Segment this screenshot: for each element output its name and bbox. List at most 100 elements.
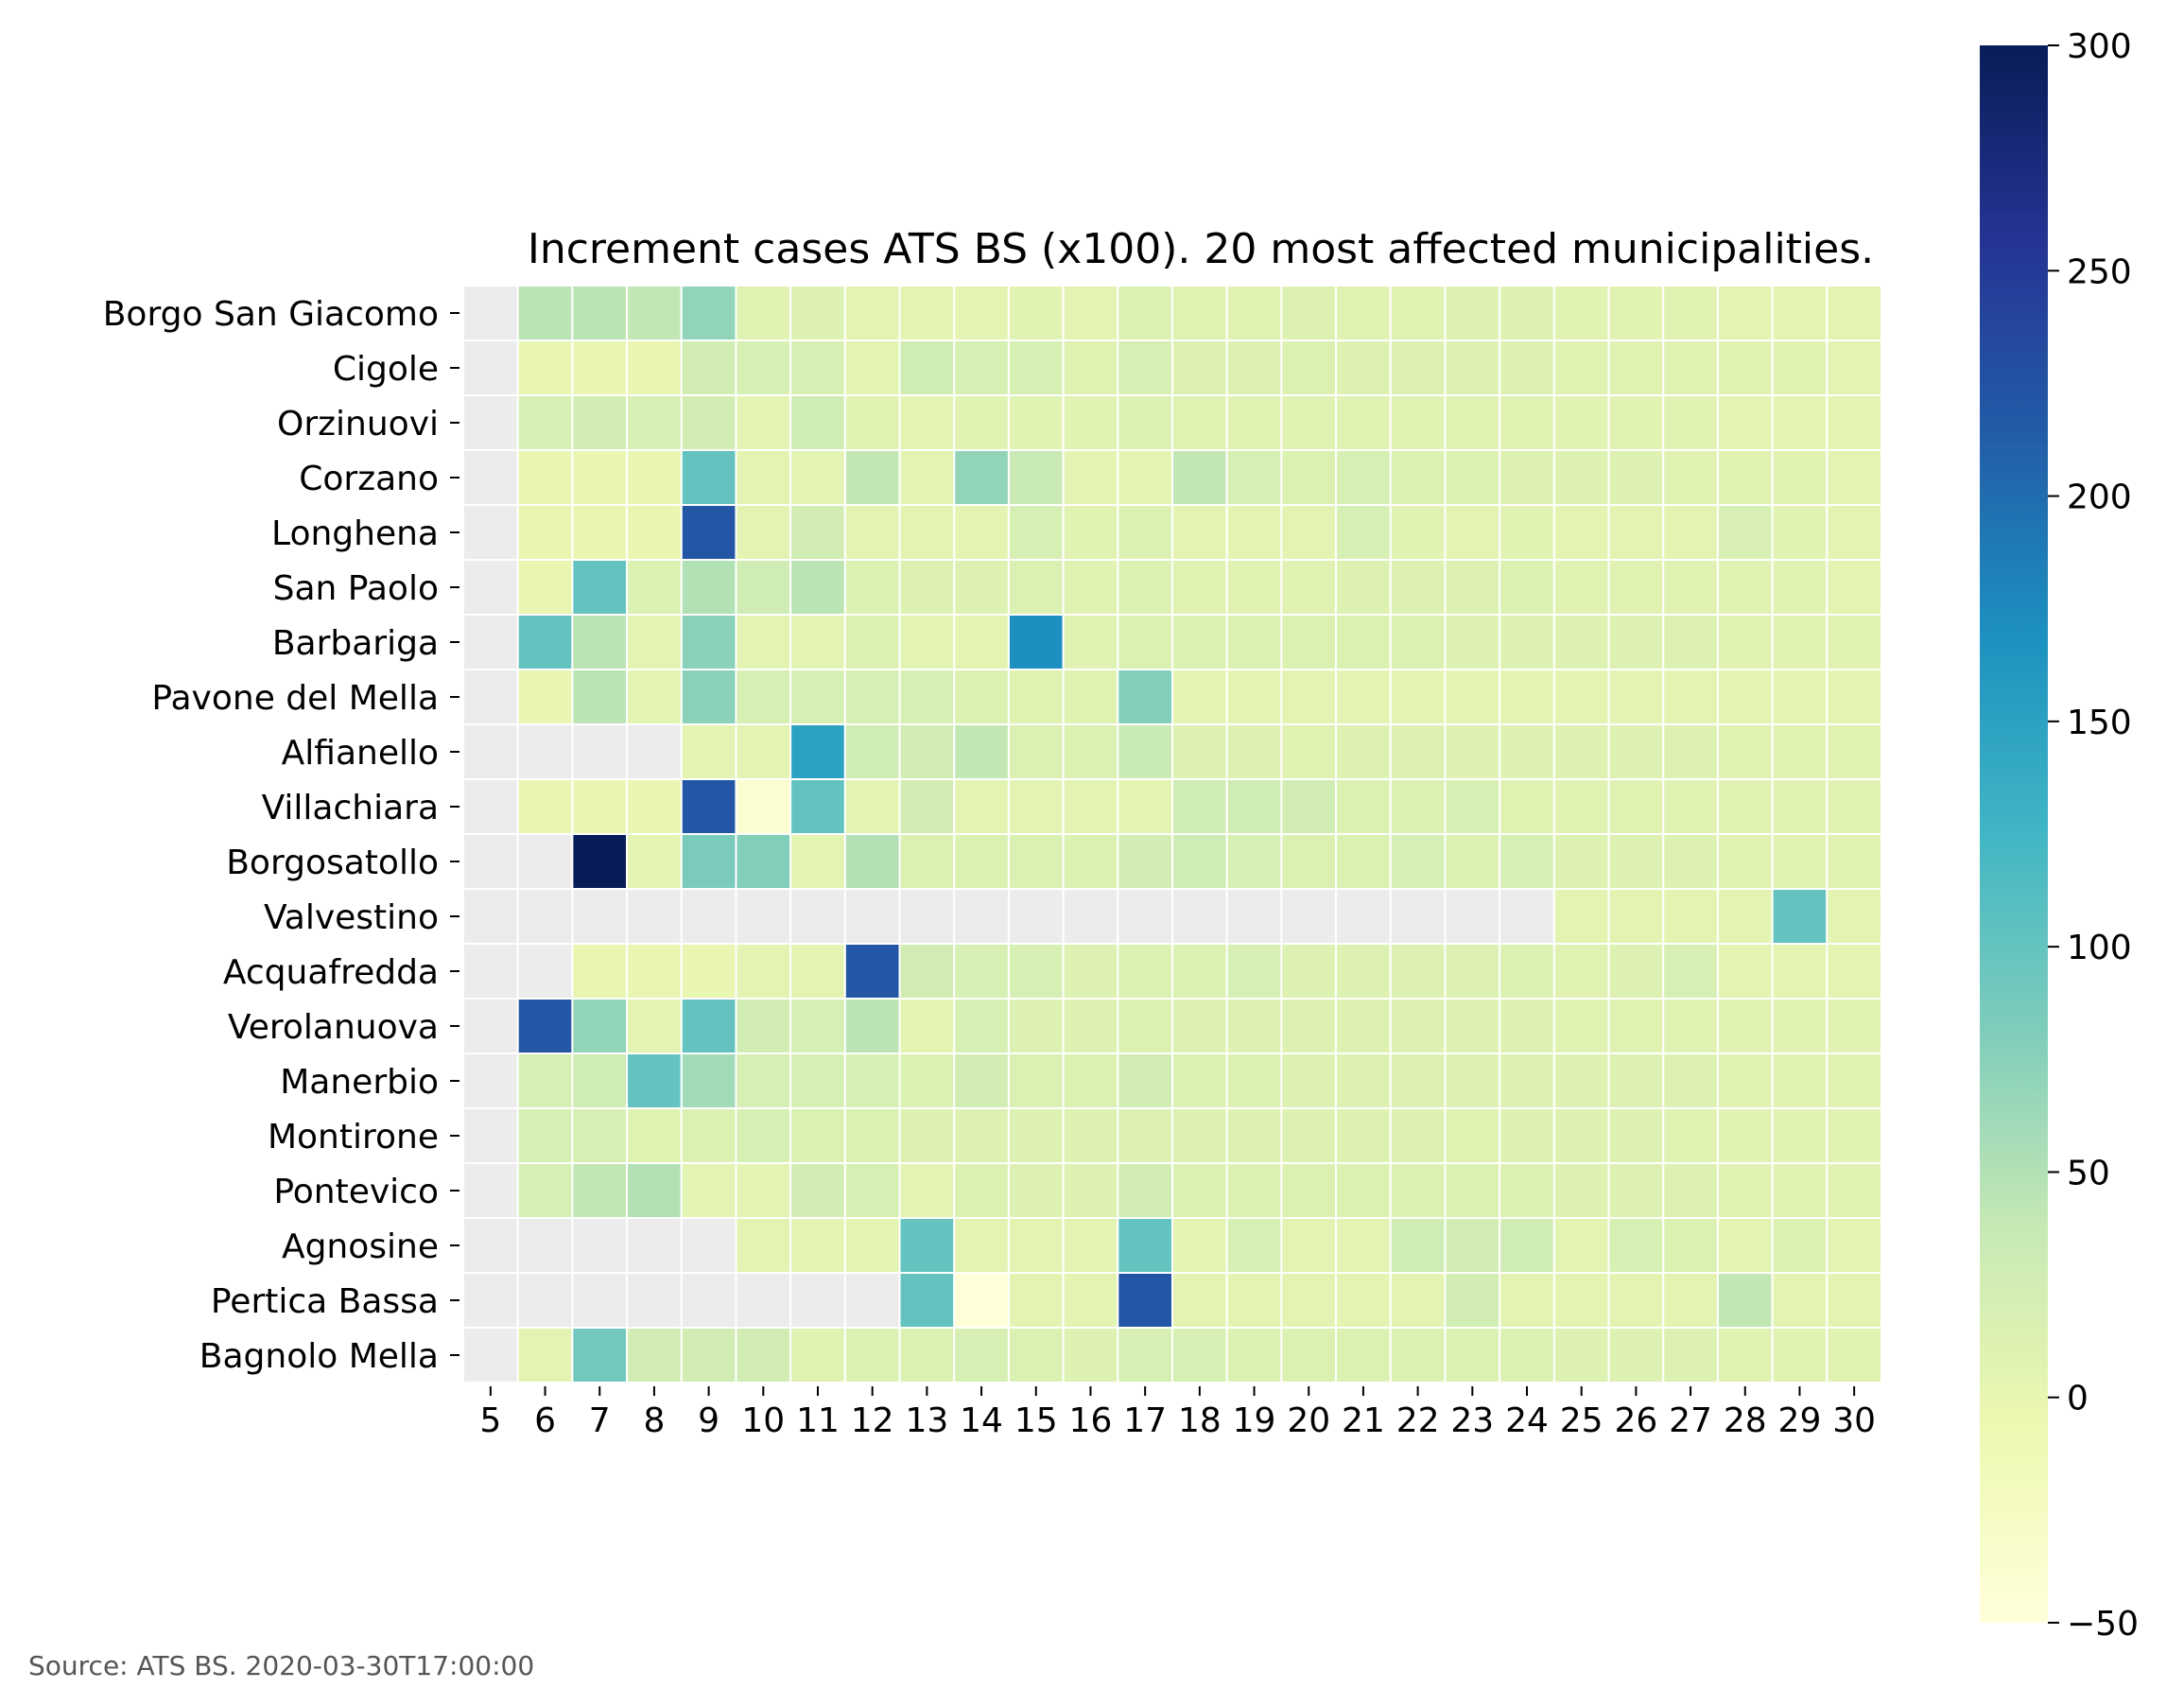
heatmap-cell bbox=[1716, 1107, 1774, 1164]
heatmap-cell bbox=[1826, 1107, 1883, 1164]
heatmap-cell bbox=[898, 559, 956, 616]
heatmap-cell bbox=[953, 1162, 1010, 1219]
heatmap-cell bbox=[1280, 449, 1338, 506]
heatmap-cell bbox=[1171, 669, 1228, 725]
heatmap-cell bbox=[1662, 833, 1719, 890]
heatmap-cell bbox=[898, 998, 956, 1054]
heatmap-cell bbox=[1280, 998, 1338, 1054]
heatmap-cell bbox=[1007, 669, 1065, 725]
heatmap-cell bbox=[1662, 998, 1719, 1054]
heatmap-cell bbox=[516, 559, 574, 616]
heatmap-cell bbox=[953, 669, 1010, 725]
heatmap-cell bbox=[680, 1107, 737, 1164]
heatmap-cell bbox=[1389, 614, 1447, 670]
heatmap-cell bbox=[1552, 778, 1610, 835]
heatmap-cell bbox=[1552, 1272, 1610, 1329]
heatmap-cell bbox=[1335, 504, 1392, 561]
y-tick-label: Villachiara bbox=[262, 789, 439, 827]
heatmap-cell bbox=[1062, 998, 1119, 1054]
heatmap-cell bbox=[680, 1327, 737, 1383]
heatmap-cell bbox=[1607, 723, 1665, 780]
heatmap-cell bbox=[462, 669, 519, 725]
heatmap-cell bbox=[571, 943, 629, 1000]
heatmap-cell bbox=[1662, 504, 1719, 561]
heatmap-cell bbox=[1444, 998, 1501, 1054]
heatmap-cell bbox=[462, 723, 519, 780]
heatmap-cell bbox=[1007, 285, 1065, 341]
heatmap-cell bbox=[953, 888, 1010, 945]
heatmap-cell bbox=[1716, 1327, 1774, 1383]
x-tick-label: 27 bbox=[1669, 1401, 1712, 1440]
heatmap-cell bbox=[1389, 669, 1447, 725]
x-tick-label: 28 bbox=[1724, 1401, 1767, 1440]
heatmap-cell bbox=[626, 1053, 683, 1109]
x-tick-label: 29 bbox=[1778, 1401, 1822, 1440]
heatmap-cell bbox=[1225, 1327, 1283, 1383]
heatmap-cell bbox=[1225, 1162, 1283, 1219]
heatmap-cell bbox=[1117, 339, 1174, 396]
heatmap-cell bbox=[789, 723, 846, 780]
heatmap-cell bbox=[1607, 339, 1665, 396]
heatmap-cell bbox=[898, 669, 956, 725]
heatmap-cell bbox=[1117, 723, 1174, 780]
heatmap-cell bbox=[1771, 1327, 1829, 1383]
heatmap-cell bbox=[1062, 833, 1119, 890]
heatmap-cell bbox=[1826, 669, 1883, 725]
heatmap-cell bbox=[735, 998, 792, 1054]
heatmap-cell bbox=[953, 1053, 1010, 1109]
heatmap-cell bbox=[626, 669, 683, 725]
heatmap-cell bbox=[1117, 888, 1174, 945]
heatmap-cell bbox=[953, 504, 1010, 561]
heatmap-cell bbox=[735, 943, 792, 1000]
heatmap-cell bbox=[1389, 723, 1447, 780]
heatmap-cell bbox=[1280, 888, 1338, 945]
heatmap-cell bbox=[735, 888, 792, 945]
heatmap-cell bbox=[1389, 449, 1447, 506]
heatmap-cell bbox=[1007, 723, 1065, 780]
y-tick-label: San Paolo bbox=[273, 569, 439, 608]
colorbar-tick-label: 100 bbox=[2067, 929, 2132, 967]
x-tick-label: 25 bbox=[1560, 1401, 1603, 1440]
heatmap-cell bbox=[1225, 339, 1283, 396]
heatmap-cell bbox=[571, 559, 629, 616]
heatmap-cell bbox=[1662, 1162, 1719, 1219]
heatmap-cell bbox=[1335, 998, 1392, 1054]
heatmap-cell bbox=[1607, 1053, 1665, 1109]
heatmap-cell bbox=[843, 614, 901, 670]
heatmap-cell bbox=[1499, 559, 1555, 616]
heatmap-cell bbox=[1771, 888, 1829, 945]
heatmap-cell bbox=[1117, 394, 1174, 451]
heatmap-cell bbox=[1771, 723, 1829, 780]
heatmap-cell bbox=[1716, 559, 1774, 616]
heatmap-cell bbox=[1171, 449, 1228, 506]
heatmap-cell bbox=[1716, 614, 1774, 670]
heatmap-cell bbox=[1280, 1272, 1338, 1329]
heatmap-cell bbox=[1225, 504, 1283, 561]
heatmap-cell bbox=[1280, 1162, 1338, 1219]
heatmap-cell bbox=[1552, 504, 1610, 561]
heatmap-cell bbox=[680, 285, 737, 341]
heatmap-cell bbox=[1007, 1327, 1065, 1383]
heatmap-cell bbox=[1007, 559, 1065, 616]
heatmap-cell bbox=[1716, 1053, 1774, 1109]
heatmap-cell bbox=[462, 339, 519, 396]
heatmap-cell bbox=[1171, 778, 1228, 835]
heatmap-cell bbox=[1662, 559, 1719, 616]
heatmap-cell bbox=[1389, 998, 1447, 1054]
heatmap-cell bbox=[1826, 833, 1883, 890]
x-tick-label: 19 bbox=[1233, 1401, 1276, 1440]
heatmap-cell bbox=[1771, 504, 1829, 561]
heatmap-cell bbox=[571, 1327, 629, 1383]
heatmap-cell bbox=[1225, 998, 1283, 1054]
heatmap-cell bbox=[462, 504, 519, 561]
heatmap-cell bbox=[735, 723, 792, 780]
heatmap-cell bbox=[953, 778, 1010, 835]
source-note: Source: ATS BS. 2020-03-30T17:00:00 bbox=[28, 1650, 535, 1681]
heatmap-cell bbox=[1280, 1327, 1338, 1383]
heatmap-cell bbox=[571, 833, 629, 890]
heatmap-cell bbox=[735, 285, 792, 341]
heatmap-cell bbox=[516, 614, 574, 670]
heatmap-cell bbox=[1117, 614, 1174, 670]
heatmap-cell bbox=[1389, 1217, 1447, 1274]
heatmap-cell bbox=[843, 504, 901, 561]
